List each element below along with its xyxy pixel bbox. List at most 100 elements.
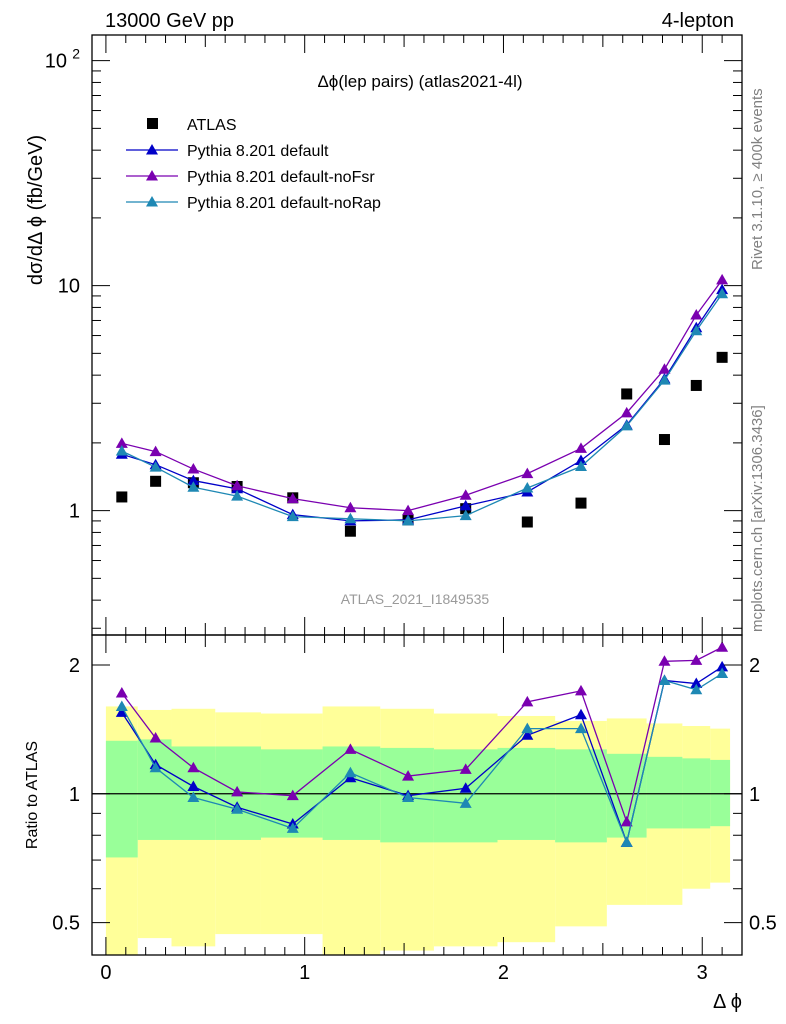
mc-series-marker: [716, 287, 729, 299]
ratio-series-marker: [187, 780, 200, 791]
ratio-panel-marks: [92, 641, 742, 955]
ratio-series-marker: [521, 722, 534, 734]
ratio-y-tick-label-right: 0.5: [749, 913, 777, 935]
mc-series-line: [121, 293, 723, 522]
ratio-series-marker: [716, 660, 729, 672]
mc-series-marker: [690, 324, 703, 336]
header-left: 13000 GeV pp: [105, 10, 234, 32]
legend: ATLAS Pythia 8.201 default Pythia 8.201 de…: [126, 117, 381, 212]
mc-series-marker: [231, 479, 244, 491]
atlas-data-point: [521, 516, 533, 528]
y-tick-label: 10: [58, 276, 80, 298]
side-label-rivet: Rivet 3.1.10, ≥ 400k events: [749, 88, 766, 270]
ratio-series-marker: [459, 782, 472, 793]
mc-series-marker: [187, 463, 200, 474]
legend-label: Pythia 8.201 default-noFsr: [187, 169, 375, 186]
ratio-series-marker: [115, 700, 128, 711]
mc-series-marker: [187, 474, 200, 486]
legend-marker: [146, 196, 158, 207]
ratio-series-marker: [286, 822, 299, 833]
ratio-series-marker: [690, 677, 703, 689]
ratio-series-line: [121, 646, 723, 825]
ratio-series-marker: [231, 803, 244, 814]
mc-series-marker: [286, 492, 299, 504]
atlas-data-point: [150, 475, 162, 487]
mc-series-marker: [115, 445, 128, 456]
mc-series-marker: [459, 509, 472, 521]
main-panel-marks: [115, 273, 729, 537]
ratio-series-marker: [658, 655, 671, 666]
atlas-data-point: [116, 491, 128, 503]
ratio-series-marker: [286, 789, 299, 801]
mc-series-marker: [459, 499, 472, 511]
main-panel: 1 10 10 2 Δϕ(lep pairs) (atlas2021-4l) ATLA…: [25, 34, 743, 636]
ratio-series-marker: [620, 836, 633, 847]
mc-series-marker: [115, 437, 128, 448]
x-axis-label: Δ ϕ: [713, 991, 742, 1013]
ratio-series-marker: [187, 791, 200, 803]
ratio-y-axis-label: Ratio to ATLAS: [24, 741, 41, 849]
atlas-data-point: [658, 434, 670, 446]
legend-label: ATLAS: [187, 117, 237, 134]
mc-series-line: [121, 289, 723, 522]
y-tick-label: 10: [45, 51, 67, 73]
ratio-series-marker: [187, 761, 200, 773]
atlas-data-point: [690, 379, 702, 391]
mc-series-marker: [402, 504, 415, 516]
mc-series-line: [121, 279, 723, 512]
legend-marker: [146, 170, 158, 181]
mc-series-marker: [459, 489, 472, 500]
ratio-series-marker: [459, 797, 472, 808]
y-tick-label-exponent: 2: [72, 46, 80, 62]
ratio-panel-ticks: 0.5 0.5 1 1 2 2 0 1 2 3: [52, 635, 777, 984]
mc-series-marker: [521, 467, 534, 479]
plot-title: Δϕ(lep pairs) (atlas2021-4l): [317, 72, 522, 91]
ratio-y-tick-label: 0.5: [52, 913, 80, 935]
mc-series-marker: [574, 442, 587, 453]
uncertainty-band-inner: [646, 756, 683, 829]
mc-series-marker: [149, 461, 162, 472]
ratio-series-line: [121, 672, 723, 845]
x-tick-label: 0: [100, 962, 111, 984]
ratio-series-marker: [574, 722, 587, 734]
uncertainty-band-inner: [710, 759, 731, 827]
ratio-series-marker: [716, 667, 729, 679]
ratio-series-marker: [690, 654, 703, 665]
ratio-series-marker: [620, 815, 633, 827]
mc-series-marker: [620, 419, 633, 431]
ratio-series-marker: [402, 770, 415, 781]
mc-series-marker: [716, 273, 729, 285]
ratio-series-marker: [658, 674, 671, 685]
mc-series-marker: [658, 374, 671, 385]
ratio-series-marker: [574, 684, 587, 696]
ratio-series-marker: [344, 766, 357, 778]
ratio-panel: 0.5 0.5 1 1 2 2 0 1 2 3 Ratio to ATLAS Δ ϕ: [24, 634, 777, 1013]
mc-series-marker: [187, 481, 200, 492]
x-tick-label: 1: [299, 962, 310, 984]
legend-label: Pythia 8.201 default-noRap: [187, 195, 381, 212]
main-y-axis-label: dσ/dΔ ϕ (fb/GeV): [25, 135, 47, 285]
atlas-data-point: [621, 388, 633, 400]
ratio-series-marker: [115, 686, 128, 698]
uncertainty-band-inner: [105, 740, 138, 858]
mc-series-marker: [521, 482, 534, 493]
side-label-mcplots: mcplots.cern.ch [arXiv:1306.3436]: [749, 405, 766, 632]
mc-series-marker: [574, 454, 587, 466]
mc-series-marker: [658, 363, 671, 374]
ratio-series-marker: [574, 708, 587, 720]
x-tick-label: 3: [697, 962, 708, 984]
mc-series-marker: [402, 514, 415, 526]
uncertainty-band-inner: [137, 739, 172, 840]
atlas-data-point: [575, 497, 587, 509]
ratio-series-marker: [521, 729, 534, 740]
legend-marker-atlas: [147, 118, 158, 129]
header-right: 4-lepton: [662, 10, 734, 32]
ratio-y-tick-label-right: 1: [749, 784, 760, 806]
ratio-y-tick-label: 2: [69, 655, 80, 677]
mc-series-marker: [344, 512, 357, 524]
ratio-series-marker: [690, 683, 703, 695]
uncertainty-band-inner: [555, 749, 607, 843]
ratio-y-tick-label-right: 2: [749, 655, 760, 677]
legend-label: Pythia 8.201 default: [187, 143, 329, 160]
